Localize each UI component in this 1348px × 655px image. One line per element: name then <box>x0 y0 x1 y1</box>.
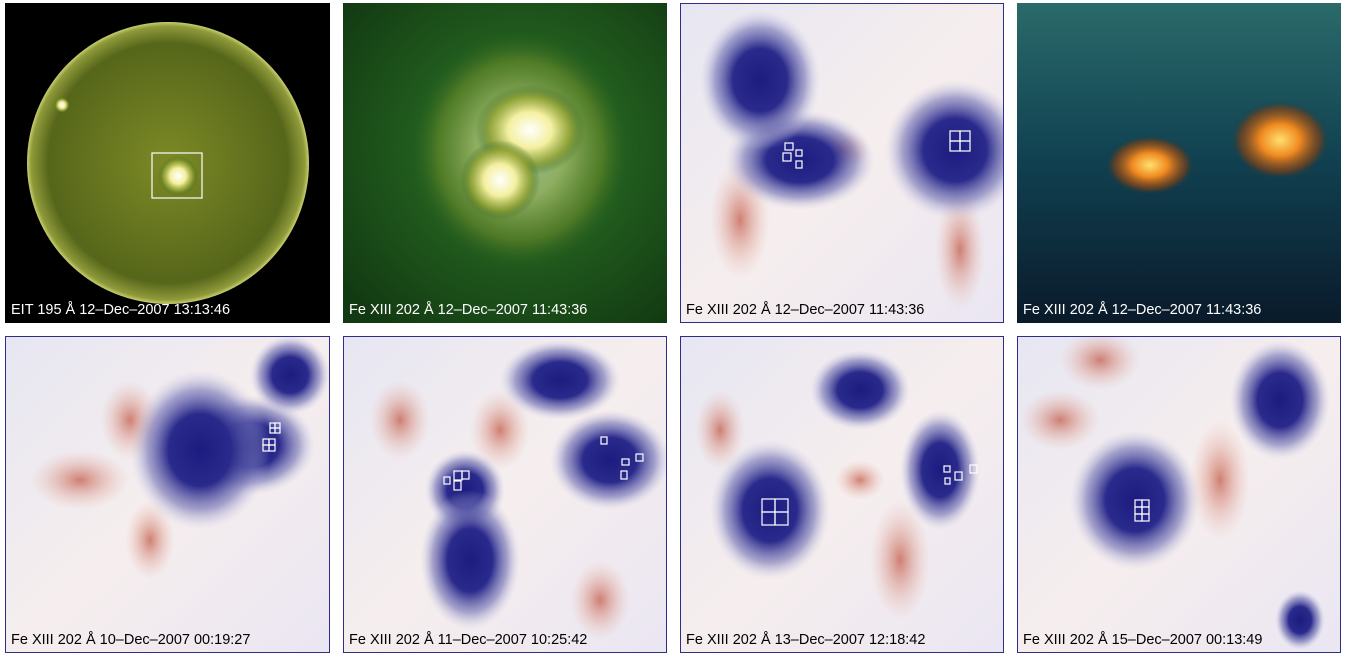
red-patch <box>1060 330 1140 390</box>
red-patch <box>835 460 885 500</box>
figure: EIT 195 Å 12–Dec–2007 13:13:46 Fe XIII 20… <box>0 0 1348 655</box>
panel-content <box>343 336 670 653</box>
image-panel: Fe XIII 202 Å 12–Dec–2007 11:43:36 <box>1017 3 1341 323</box>
panel-content <box>5 3 330 323</box>
panel-content <box>680 336 1004 653</box>
red-patch <box>1190 420 1250 540</box>
panel-content <box>680 3 1025 323</box>
panel-label: Fe XIII 202 Å 11–Dec–2007 10:25:42 <box>349 631 587 648</box>
red-patch <box>570 560 630 640</box>
panel-label: Fe XIII 202 Å 10–Dec–2007 00:19:27 <box>11 631 250 648</box>
blue-patch <box>900 410 980 530</box>
blue-patch <box>500 340 620 420</box>
panel-content <box>1017 330 1341 653</box>
image-panel: Fe XIII 202 Å 12–Dec–2007 11:43:36 <box>343 3 667 323</box>
panel-label: Fe XIII 202 Å 15–Dec–2007 00:13:49 <box>1023 631 1262 648</box>
red-patch <box>30 450 130 510</box>
panel-label: Fe XIII 202 Å 12–Dec–2007 11:43:36 <box>686 301 924 318</box>
image-panel: Fe XIII 202 Å 15–Dec–2007 00:13:49 <box>1017 330 1341 653</box>
panel-label: Fe XIII 202 Å 12–Dec–2007 11:43:36 <box>349 301 587 318</box>
blue-patch <box>130 370 270 530</box>
hot-region <box>1105 135 1195 195</box>
blue-patch <box>700 10 820 150</box>
hot-region <box>1230 100 1330 180</box>
image-panel: Fe XIII 202 Å 13–Dec–2007 12:18:42 <box>680 336 1004 653</box>
blue-patch <box>250 335 330 415</box>
image-panel: Fe XIII 202 Å 11–Dec–2007 10:25:42 <box>343 336 670 653</box>
image-panel: Fe XIII 202 Å 10–Dec–2007 00:19:27 <box>5 335 330 653</box>
red-patch <box>1020 390 1100 450</box>
panel-content <box>343 3 667 323</box>
blue-patch <box>810 350 910 430</box>
blue-patch <box>1230 340 1330 460</box>
panel-label: EIT 195 Å 12–Dec–2007 13:13:46 <box>11 301 230 318</box>
image-panel: Fe XIII 202 Å 12–Dec–2007 11:43:36 <box>680 3 1025 323</box>
red-patch <box>370 380 430 460</box>
panel-label: Fe XIII 202 Å 13–Dec–2007 12:18:42 <box>686 631 925 648</box>
blue-patch <box>710 440 830 580</box>
active-region <box>460 140 540 220</box>
panel-label: Fe XIII 202 Å 12–Dec–2007 11:43:36 <box>1023 301 1261 318</box>
panel-content <box>5 335 330 653</box>
panel-content <box>1017 3 1341 323</box>
limb-bright <box>54 97 70 113</box>
active-region <box>158 156 198 196</box>
blue-patch <box>550 410 670 510</box>
blue-patch <box>1275 590 1325 650</box>
image-panel: EIT 195 Å 12–Dec–2007 13:13:46 <box>5 3 330 323</box>
blue-patch <box>420 490 520 630</box>
